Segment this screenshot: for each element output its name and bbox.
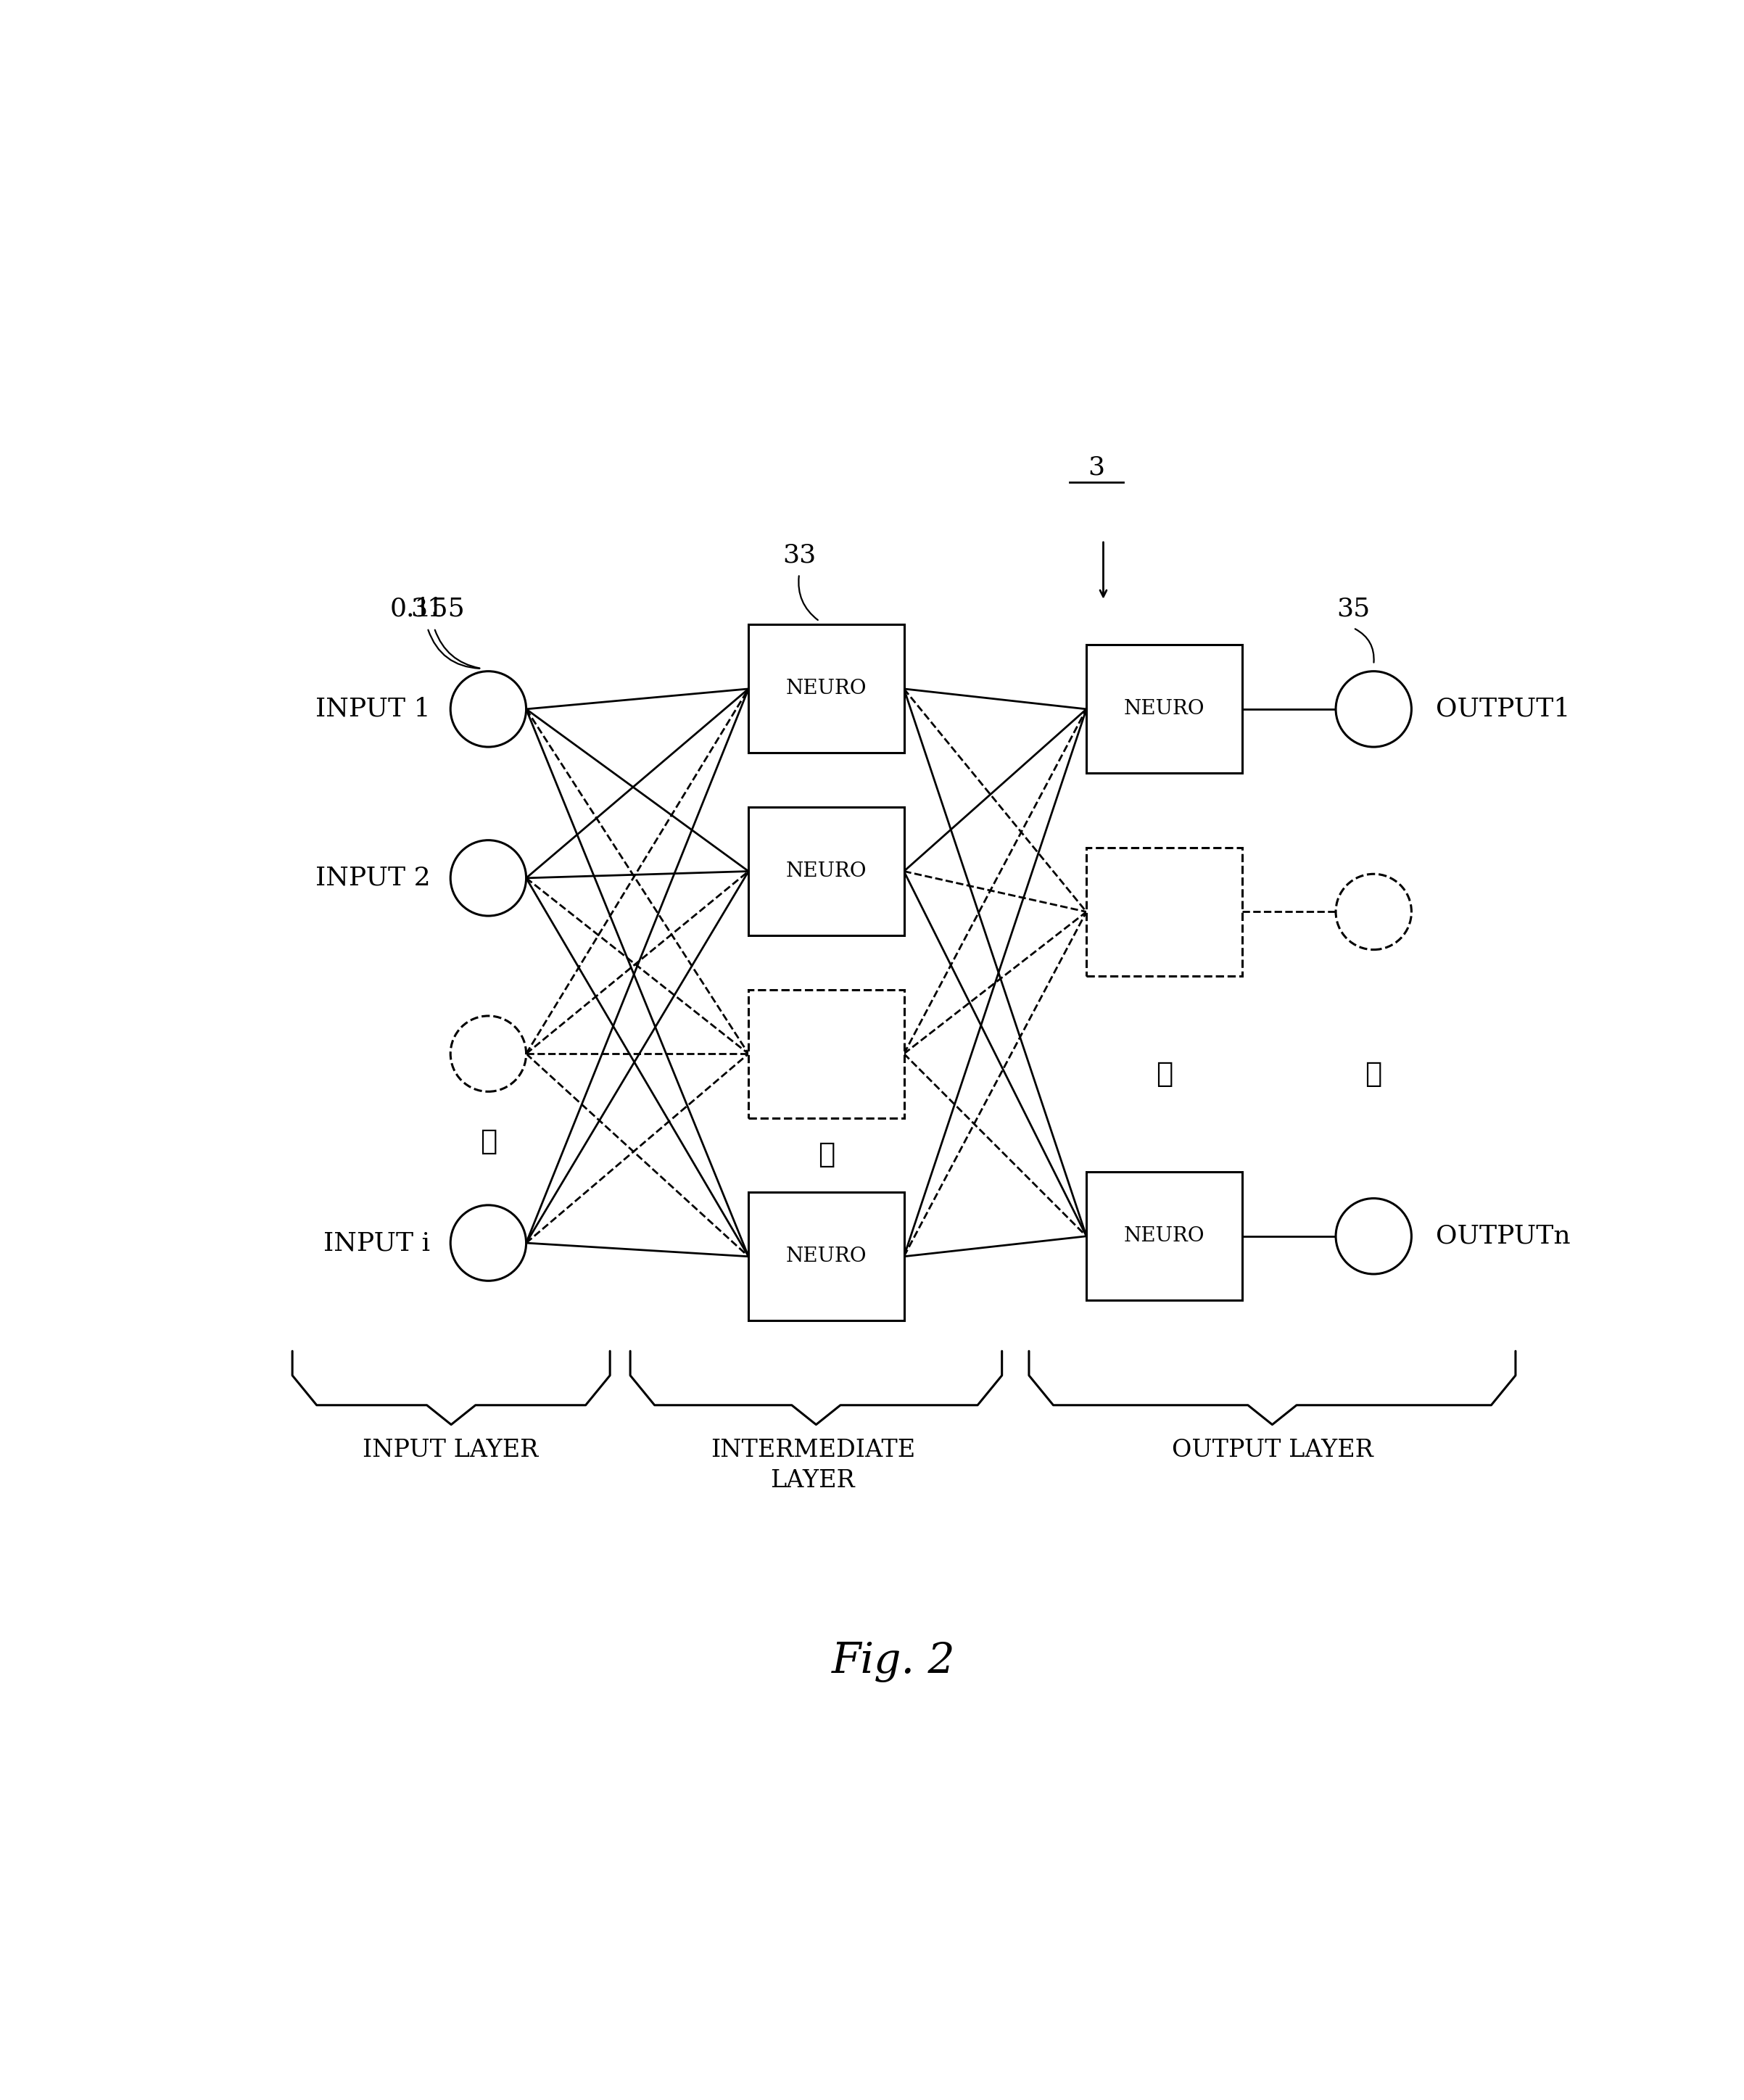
Bar	[748, 1193, 903, 1321]
Bar	[748, 989, 903, 1117]
Bar	[1087, 848, 1242, 977]
Text: 3: 3	[1088, 456, 1106, 479]
Bar	[748, 1193, 903, 1321]
Bar	[748, 989, 903, 1117]
Text: OUTPUT1: OUTPUT1	[1435, 697, 1570, 722]
Circle shape	[1336, 874, 1411, 949]
Text: 33: 33	[783, 542, 816, 567]
Bar	[748, 806, 903, 934]
Circle shape	[1336, 1199, 1411, 1275]
Bar	[1087, 645, 1242, 773]
Bar	[1087, 1172, 1242, 1300]
Bar	[748, 806, 903, 934]
Text: NEURO: NEURO	[1123, 1226, 1205, 1245]
Text: NEURO: NEURO	[787, 1247, 867, 1266]
Circle shape	[450, 1205, 527, 1281]
Text: Fig. 2: Fig. 2	[832, 1642, 956, 1682]
Text: NEURO: NEURO	[1123, 699, 1205, 718]
Circle shape	[450, 672, 527, 748]
Text: INPUT i: INPUT i	[324, 1231, 431, 1256]
Text: ⋮: ⋮	[1366, 1060, 1381, 1088]
Text: 0.155: 0.155	[391, 596, 466, 622]
Bar	[748, 624, 903, 754]
Text: 35: 35	[1336, 596, 1371, 622]
Text: NEURO: NEURO	[787, 678, 867, 699]
Text: ⋮: ⋮	[1156, 1060, 1172, 1088]
Circle shape	[450, 840, 527, 916]
Text: ⋮: ⋮	[818, 1142, 835, 1168]
Bar	[1087, 1172, 1242, 1300]
Text: 31: 31	[412, 596, 445, 622]
Bar	[1087, 645, 1242, 773]
Text: OUTPUTn: OUTPUTn	[1435, 1224, 1570, 1250]
Bar	[748, 624, 903, 754]
Circle shape	[450, 1016, 527, 1092]
Text: INPUT 1: INPUT 1	[316, 697, 431, 722]
Text: NEURO: NEURO	[787, 861, 867, 882]
Text: INPUT 2: INPUT 2	[316, 865, 431, 890]
Text: INTERMEDIATE
LAYER: INTERMEDIATE LAYER	[710, 1439, 916, 1493]
Text: INPUT LAYER: INPUT LAYER	[363, 1439, 539, 1462]
Text: ⋮: ⋮	[480, 1128, 497, 1155]
Bar	[1087, 848, 1242, 977]
Circle shape	[1336, 672, 1411, 748]
Text: OUTPUT LAYER: OUTPUT LAYER	[1172, 1439, 1373, 1462]
